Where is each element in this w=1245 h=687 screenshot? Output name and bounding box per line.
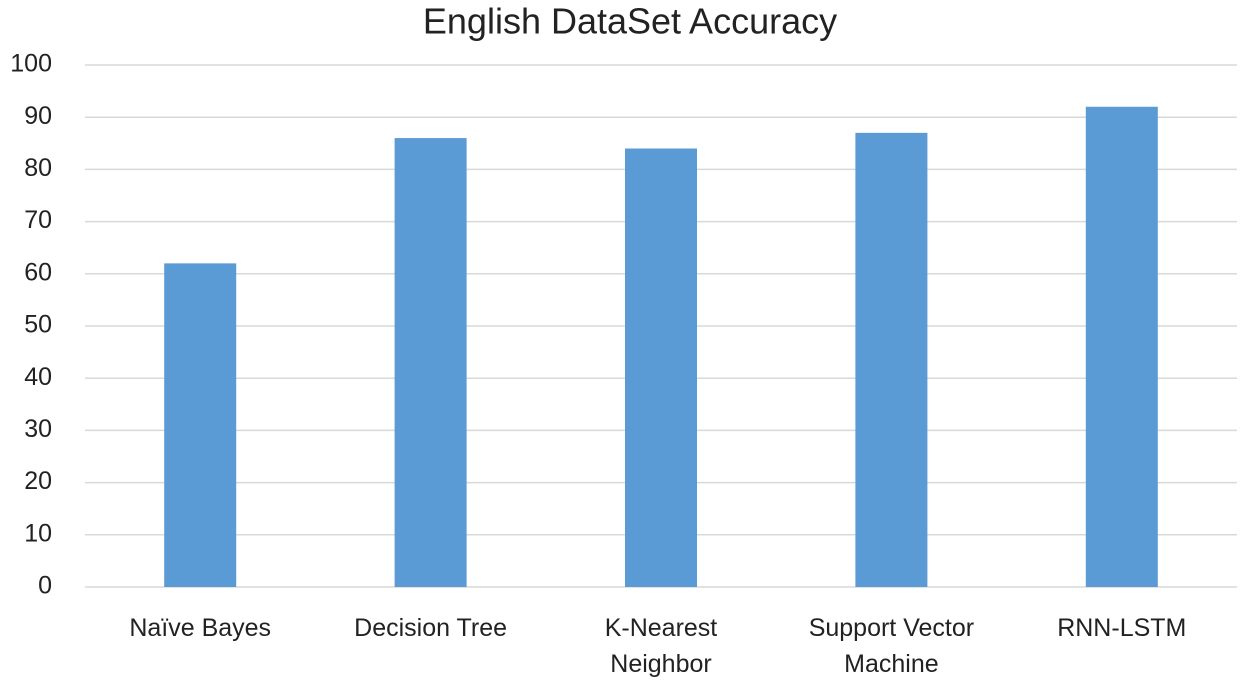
y-tick-label: 0 xyxy=(38,572,52,600)
y-tick-label: 100 xyxy=(10,50,52,78)
y-tick-label: 40 xyxy=(24,363,52,391)
bar xyxy=(164,263,237,587)
x-tick-label: RNN-LSTM xyxy=(1057,614,1187,642)
bar xyxy=(394,138,467,587)
y-tick-label: 80 xyxy=(24,154,52,182)
bar xyxy=(855,132,928,588)
y-tick-label: 70 xyxy=(24,206,52,234)
y-tick-label: 90 xyxy=(24,102,52,130)
y-tick-label: 30 xyxy=(24,415,52,443)
bar xyxy=(1085,106,1158,587)
y-tick-label: 20 xyxy=(24,467,52,495)
y-tick-label: 60 xyxy=(24,258,52,286)
chart-title: English DataSet Accuracy xyxy=(423,1,837,42)
y-tick-label: 10 xyxy=(24,519,52,547)
x-tick-label: Support Vector Machine xyxy=(808,614,975,678)
y-tick-label: 50 xyxy=(24,311,52,339)
x-tick-label: Naïve Bayes xyxy=(129,614,272,642)
bar xyxy=(625,148,697,587)
x-tick-label: Decision Tree xyxy=(354,614,508,642)
x-tick-label: K-Nearest Neighbor xyxy=(604,614,718,678)
